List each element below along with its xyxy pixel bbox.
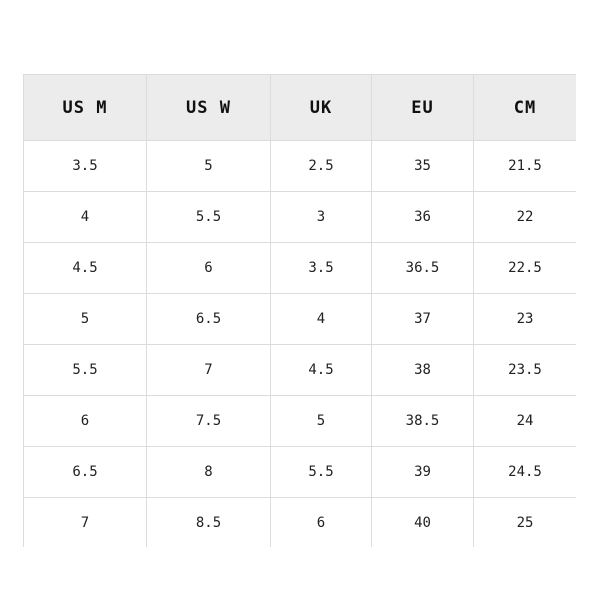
table-row: 4.5 6 3.5 36.5 22.5 bbox=[23, 242, 576, 294]
table-cell: 4 bbox=[23, 191, 147, 243]
table-cell: 24 bbox=[473, 395, 576, 447]
table-cell: 7.5 bbox=[146, 395, 271, 447]
table-cell: 3 bbox=[270, 191, 372, 243]
table-cell: 22 bbox=[473, 191, 576, 243]
table-cell: 6 bbox=[270, 497, 372, 547]
table-cell: 40 bbox=[371, 497, 474, 547]
column-header-cm: CM bbox=[473, 74, 576, 141]
table-row: 7 8.5 6 40 25 bbox=[23, 497, 576, 547]
table-cell: 4 bbox=[270, 293, 372, 345]
table-cell: 7 bbox=[23, 497, 147, 547]
table-cell: 23 bbox=[473, 293, 576, 345]
table-cell: 37 bbox=[371, 293, 474, 345]
table-cell: 35 bbox=[371, 140, 474, 192]
table-row: 5.5 7 4.5 38 23.5 bbox=[23, 344, 576, 396]
table-row: 6 7.5 5 38.5 24 bbox=[23, 395, 576, 447]
table-cell: 5 bbox=[270, 395, 372, 447]
table-cell: 2.5 bbox=[270, 140, 372, 192]
table-cell: 4.5 bbox=[270, 344, 372, 396]
table-row: 6.5 8 5.5 39 24.5 bbox=[23, 446, 576, 498]
table-cell: 23.5 bbox=[473, 344, 576, 396]
table-cell: 3.5 bbox=[23, 140, 147, 192]
size-chart-container: US M US W UK EU CM 3.5 5 2.5 35 21.5 4 5.5 3 36 22 4.5… bbox=[23, 74, 576, 547]
table-cell: 25 bbox=[473, 497, 576, 547]
table-cell: 6.5 bbox=[23, 446, 147, 498]
table-cell: 39 bbox=[371, 446, 474, 498]
table-cell: 36.5 bbox=[371, 242, 474, 294]
table-cell: 5 bbox=[23, 293, 147, 345]
size-chart-table: US M US W UK EU CM 3.5 5 2.5 35 21.5 4 5.5 3 36 22 4.5… bbox=[23, 74, 576, 547]
table-cell: 5.5 bbox=[23, 344, 147, 396]
table-cell: 6 bbox=[146, 242, 271, 294]
column-header-us-m: US M bbox=[23, 74, 147, 141]
table-row: 3.5 5 2.5 35 21.5 bbox=[23, 140, 576, 192]
table-cell: 6.5 bbox=[146, 293, 271, 345]
table-cell: 8 bbox=[146, 446, 271, 498]
table-cell: 4.5 bbox=[23, 242, 147, 294]
table-cell: 38.5 bbox=[371, 395, 474, 447]
table-cell: 22.5 bbox=[473, 242, 576, 294]
table-row: 4 5.5 3 36 22 bbox=[23, 191, 576, 243]
table-cell: 24.5 bbox=[473, 446, 576, 498]
table-cell: 3.5 bbox=[270, 242, 372, 294]
table-cell: 5.5 bbox=[146, 191, 271, 243]
table-row: 5 6.5 4 37 23 bbox=[23, 293, 576, 345]
table-cell: 38 bbox=[371, 344, 474, 396]
column-header-us-w: US W bbox=[146, 74, 271, 141]
header-row: US M US W UK EU CM bbox=[23, 74, 576, 141]
table-cell: 8.5 bbox=[146, 497, 271, 547]
table-cell: 6 bbox=[23, 395, 147, 447]
column-header-eu: EU bbox=[371, 74, 474, 141]
table-cell: 36 bbox=[371, 191, 474, 243]
table-cell: 5.5 bbox=[270, 446, 372, 498]
column-header-uk: UK bbox=[270, 74, 372, 141]
table-cell: 5 bbox=[146, 140, 271, 192]
table-cell: 21.5 bbox=[473, 140, 576, 192]
table-cell: 7 bbox=[146, 344, 271, 396]
